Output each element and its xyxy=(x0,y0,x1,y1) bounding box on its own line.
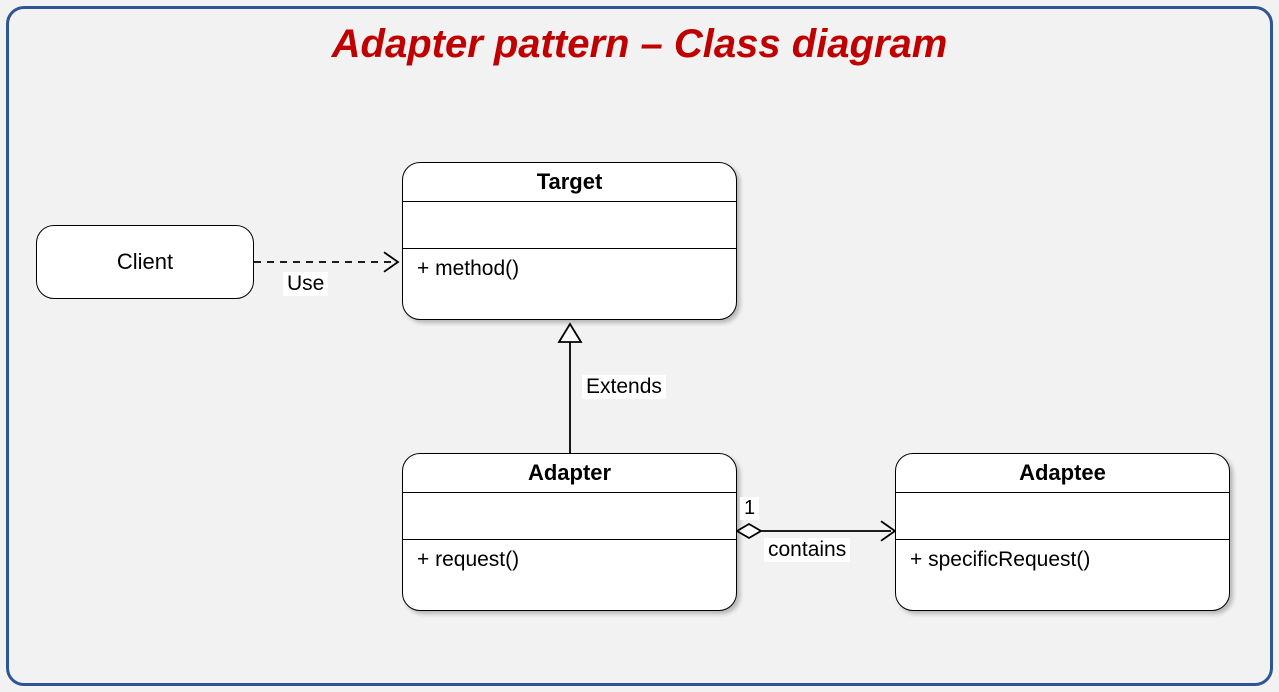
class-attributes-section xyxy=(403,201,736,248)
class-methods-section: + specificRequest() xyxy=(896,539,1229,580)
edge-label-contains: contains xyxy=(764,538,850,562)
class-methods-section: + request() xyxy=(403,539,736,580)
class-name-label: Target xyxy=(403,163,736,201)
diagram-title: Adapter pattern – Class diagram xyxy=(0,22,1279,67)
class-name-label: Client xyxy=(117,249,173,275)
class-method: + method() xyxy=(417,257,722,281)
class-method: + request() xyxy=(417,548,722,572)
class-node-target: Target + method() xyxy=(402,162,737,320)
edge-label-use: Use xyxy=(283,272,328,296)
class-name-label: Adaptee xyxy=(896,454,1229,492)
class-methods-section: + method() xyxy=(403,248,736,289)
class-node-adaptee: Adaptee + specificRequest() xyxy=(895,453,1230,611)
edge-label-extends: Extends xyxy=(582,375,666,399)
class-node-adapter: Adapter + request() xyxy=(402,453,737,611)
class-attributes-section xyxy=(896,492,1229,539)
edge-multiplicity: 1 xyxy=(740,497,759,520)
class-attributes-section xyxy=(403,492,736,539)
class-method: + specificRequest() xyxy=(910,548,1215,572)
class-node-client: Client xyxy=(36,225,254,299)
class-name-label: Adapter xyxy=(403,454,736,492)
